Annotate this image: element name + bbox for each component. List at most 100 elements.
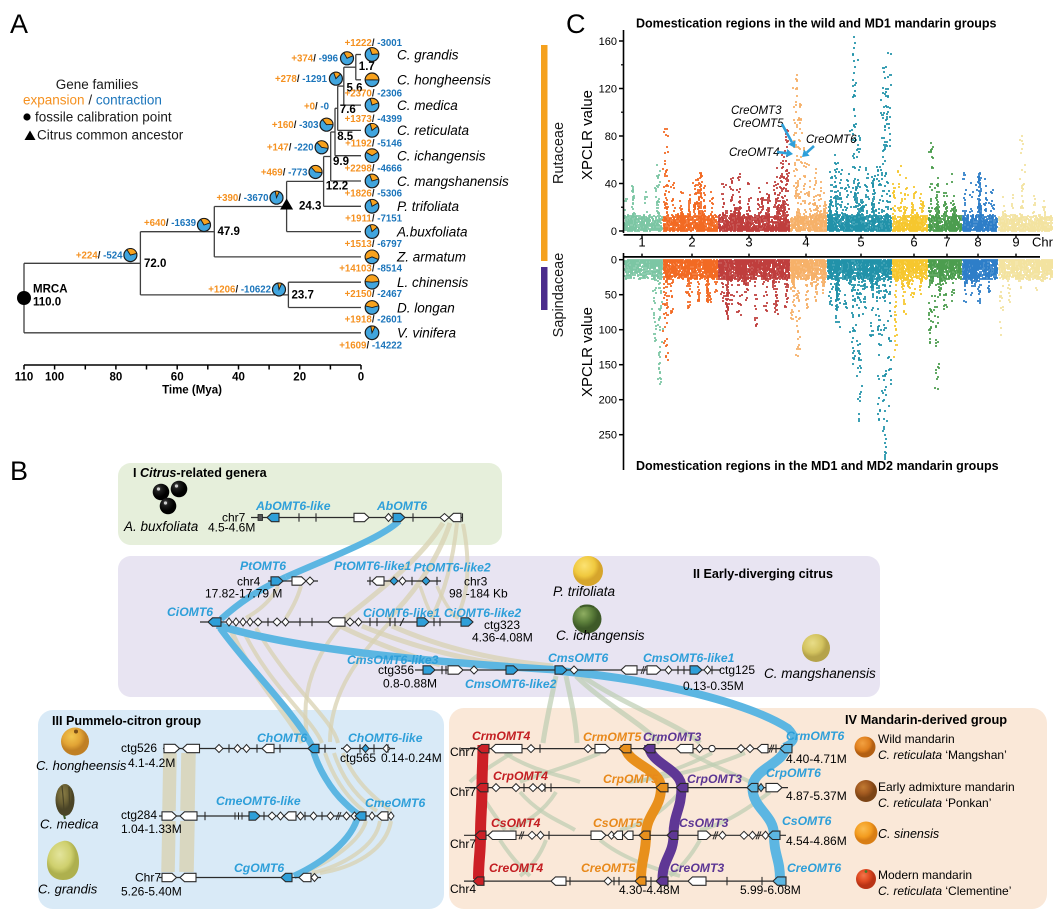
svg-text:23.7: 23.7 (292, 290, 314, 302)
svg-text:CsOMT3: CsOMT3 (679, 816, 729, 830)
svg-text:1.04-1.33M: 1.04-1.33M (121, 822, 182, 836)
svg-text:AbOMT6-like: AbOMT6-like (255, 499, 331, 513)
svg-text:+224/ -524: +224/ -524 (76, 250, 123, 261)
svg-text:I Citrus-related genera: I Citrus-related genera (133, 466, 268, 480)
svg-text:160: 160 (599, 36, 617, 48)
svg-text:P. trifoliata: P. trifoliata (553, 584, 616, 599)
svg-text:CrmOMT6: CrmOMT6 (786, 729, 844, 743)
svg-text:CrpOMT6: CrpOMT6 (766, 766, 821, 780)
svg-text:V. vinifera: V. vinifera (397, 326, 457, 341)
svg-text:L. chinensis: L. chinensis (397, 275, 469, 290)
svg-text:+1609/ -14222: +1609/ -14222 (339, 341, 402, 352)
svg-text:80: 80 (605, 131, 617, 143)
svg-text:CiOMT6-like1: CiOMT6-like1 (363, 606, 440, 620)
svg-text:Early admixture mandarin: Early admixture mandarin (878, 780, 1015, 794)
svg-text:CreOMT6: CreOMT6 (806, 134, 857, 146)
svg-text:Chr4: Chr4 (450, 882, 476, 896)
svg-text:CsOMT5: CsOMT5 (593, 816, 643, 830)
svg-text:CmsOMT6-like2: CmsOMT6-like2 (465, 677, 557, 691)
svg-text:+469/ -773: +469/ -773 (261, 167, 308, 178)
svg-text:CrpOMT3: CrpOMT3 (687, 772, 742, 786)
svg-text:5: 5 (857, 235, 864, 250)
svg-text:1.7: 1.7 (359, 61, 375, 73)
svg-text:C. reticulata ‘Ponkan’: C. reticulata ‘Ponkan’ (878, 796, 991, 810)
svg-text:A.buxfoliata: A.buxfoliata (396, 224, 468, 239)
svg-text:+1826/ -5306: +1826/ -5306 (345, 189, 403, 200)
svg-text:150: 150 (599, 360, 617, 372)
svg-text:Modern mandarin: Modern mandarin (878, 868, 972, 882)
svg-text:CrmOMT5: CrmOMT5 (583, 730, 641, 744)
svg-text:CreOMT3: CreOMT3 (731, 105, 782, 117)
svg-text:C. ichangensis: C. ichangensis (556, 628, 645, 643)
svg-text:C. grandis: C. grandis (397, 47, 459, 62)
svg-text:CrpOMT5: CrpOMT5 (603, 772, 658, 786)
svg-text:+640/ -1639: +640/ -1639 (144, 218, 197, 229)
svg-text:Domestication regions in the M: Domestication regions in the MD1 and MD2… (636, 459, 999, 473)
svg-text:+390/ -3670: +390/ -3670 (217, 193, 269, 204)
svg-text:CiOMT6-like2: CiOMT6-like2 (444, 606, 521, 620)
svg-text:expansion / contraction: expansion / contraction (23, 93, 162, 108)
svg-text:PtOMT6-like1: PtOMT6-like1 (334, 559, 411, 573)
svg-text:0.8-0.88M: 0.8-0.88M (383, 677, 437, 691)
svg-text:110.0: 110.0 (33, 297, 61, 309)
svg-text:4.87-5.37M: 4.87-5.37M (786, 789, 847, 803)
svg-text:C. grandis: C. grandis (38, 882, 98, 897)
svg-text:III Pummelo-citron group: III Pummelo-citron group (52, 714, 201, 728)
svg-text:CrpOMT4: CrpOMT4 (493, 769, 548, 783)
svg-text:ChOMT6: ChOMT6 (257, 731, 307, 745)
svg-text:5.6: 5.6 (347, 83, 363, 95)
svg-text:ctg323: ctg323 (484, 618, 520, 632)
svg-text:Chr: Chr (1032, 235, 1054, 250)
svg-text:C. sinensis: C. sinensis (878, 827, 939, 841)
svg-text:PtOMT6: PtOMT6 (240, 559, 286, 573)
svg-text:CmsOMT6-like1: CmsOMT6-like1 (643, 651, 735, 665)
svg-text:110: 110 (15, 372, 34, 384)
svg-text:CmsOMT6-like3: CmsOMT6-like3 (347, 653, 439, 667)
svg-text:CreOMT6: CreOMT6 (787, 861, 841, 875)
svg-text:4.54-4.86M: 4.54-4.86M (786, 834, 847, 848)
svg-text:CsOMT4: CsOMT4 (491, 816, 541, 830)
svg-text:+2150/ -2467: +2150/ -2467 (345, 289, 402, 300)
svg-text:7: 7 (943, 235, 950, 250)
svg-text:0.13-0.35M: 0.13-0.35M (683, 679, 744, 693)
svg-text:CreOMT3: CreOMT3 (670, 861, 724, 875)
svg-text:50: 50 (605, 290, 617, 302)
svg-text:PtOMT6-like2: PtOMT6-like2 (414, 561, 491, 575)
svg-text:C. reticulata ‘Clementine’: C. reticulata ‘Clementine’ (878, 884, 1011, 898)
svg-text:+0/ -0: +0/ -0 (304, 102, 329, 113)
svg-text:CreOMT5: CreOMT5 (581, 861, 635, 875)
svg-text:D. longan: D. longan (397, 300, 455, 315)
svg-text:CgOMT6: CgOMT6 (234, 861, 284, 875)
svg-text:CmsOMT6: CmsOMT6 (548, 651, 608, 665)
svg-text:Gene families: Gene families (56, 77, 139, 92)
svg-text:AbOMT6: AbOMT6 (376, 499, 427, 513)
svg-text:MRCA: MRCA (33, 284, 68, 296)
svg-text:CsOMT6: CsOMT6 (782, 814, 832, 828)
svg-text:4.5-4.6M: 4.5-4.6M (208, 521, 255, 535)
svg-text:C. medica: C. medica (397, 98, 458, 113)
svg-text:ctg125: ctg125 (719, 663, 755, 677)
svg-text:ctg565: ctg565 (340, 751, 376, 765)
svg-text:4: 4 (802, 235, 809, 250)
svg-text:120: 120 (599, 83, 617, 95)
svg-text:9: 9 (1012, 235, 1019, 250)
svg-text:24.3: 24.3 (299, 201, 321, 213)
svg-text:B: B (10, 456, 28, 486)
svg-text:+374/ -996: +374/ -996 (291, 54, 338, 65)
svg-text:4.40-4.71M: 4.40-4.71M (786, 752, 847, 766)
svg-text:Rutaceae: Rutaceae (551, 122, 567, 184)
svg-text:Time (Mya): Time (Mya) (162, 385, 222, 397)
svg-text:ctg284: ctg284 (121, 808, 157, 822)
svg-text:5.99-6.08M: 5.99-6.08M (740, 883, 801, 897)
svg-text:0.14-0.24M: 0.14-0.24M (381, 751, 442, 765)
svg-text:80: 80 (110, 372, 123, 384)
svg-text:8: 8 (974, 235, 981, 250)
svg-text:100: 100 (45, 372, 64, 384)
svg-text:+278/ -1291: +278/ -1291 (275, 74, 328, 85)
svg-text:fossile calibration point: fossile calibration point (35, 110, 172, 125)
svg-text:A. buxfoliata: A. buxfoliata (123, 519, 199, 534)
svg-text:4.30-4.48M: 4.30-4.48M (619, 883, 680, 897)
svg-text:Citrus common ancestor: Citrus common ancestor (37, 128, 184, 143)
svg-text:C. hongheensis: C. hongheensis (36, 758, 127, 773)
svg-text:7.6: 7.6 (340, 104, 356, 116)
